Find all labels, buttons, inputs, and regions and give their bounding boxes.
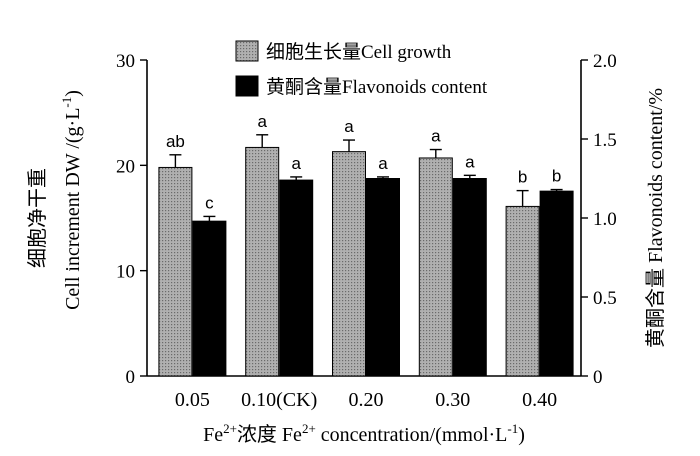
legend-label-flavonoids: 黄酮含量Flavonoids content [266, 76, 488, 98]
right-tick-label: 2.0 [593, 51, 617, 72]
category-label: 0.40 [522, 389, 557, 411]
bar-cell-growth [418, 157, 453, 377]
left-y-axis-title: 细胞净干重 [26, 168, 49, 268]
left-y-axis-title-en: Cell increment DW /(g·L-1) [59, 90, 84, 310]
legend-swatch-flavonoids [235, 75, 259, 97]
legend-label-cell-growth: 细胞生长量Cell growth [266, 41, 452, 63]
right-y-axis-title: 黄酮含量 Flavonoids content/% [644, 88, 667, 348]
left-y-title-cn: 细胞净干重 [26, 168, 49, 268]
left-tick-label: 30 [116, 51, 135, 72]
left-tick-label: 20 [116, 156, 135, 177]
bar-cell-growth [158, 166, 193, 377]
category-label: 0.20 [349, 389, 384, 411]
left-y-ticks: 0 10 20 30 [116, 51, 147, 388]
bar-flavonoids [452, 178, 487, 377]
bar-cell-growth [245, 146, 280, 377]
left-tick-label: 10 [116, 262, 135, 283]
right-tick-label: 0 [593, 367, 603, 388]
sig-label-flavonoids: c [205, 193, 214, 212]
sig-label-cell-growth: a [257, 112, 267, 131]
right-tick-label: 1.0 [593, 209, 617, 230]
sig-label-cell-growth: a [344, 117, 354, 136]
category-label: 0.05 [175, 389, 210, 411]
sig-label-flavonoids: a [378, 154, 388, 173]
x-axis-title: Fe2+浓度 Fe2+ concentration/(mmol·L-1) [203, 421, 525, 446]
right-tick-label: 0.5 [593, 288, 617, 309]
bar-flavonoids [279, 179, 314, 377]
bar-flavonoids [366, 178, 400, 377]
right-y-ticks: 0 0.5 1.0 1.5 2.0 [581, 51, 617, 388]
sig-label-cell-growth: ab [166, 132, 185, 151]
sig-label-flavonoids: b [552, 167, 561, 186]
left-tick-label: 0 [126, 367, 136, 388]
sig-label-flavonoids: a [291, 154, 301, 173]
legend: 细胞生长量Cell growth 黄酮含量Flavonoids content [235, 40, 488, 98]
sig-label-cell-growth: a [431, 127, 441, 146]
sig-label-flavonoids: a [465, 152, 475, 171]
legend-swatch-cell-growth [235, 40, 259, 62]
left-y-title-en: Cell increment DW /(g·L-1) [59, 90, 84, 310]
category-label: 0.10(CK) [241, 389, 317, 411]
right-tick-label: 1.5 [593, 130, 617, 151]
right-y-title: 黄酮含量 Flavonoids content/% [644, 88, 667, 348]
bar-flavonoids [539, 190, 574, 377]
category-labels: 0.05 0.10(CK) 0.20 0.30 0.40 [175, 389, 557, 411]
bar-cell-growth [505, 205, 540, 377]
sig-label-cell-growth: b [518, 168, 527, 187]
bar-cell-growth [332, 151, 366, 377]
category-label: 0.30 [435, 389, 470, 411]
bar-flavonoids [192, 220, 227, 377]
